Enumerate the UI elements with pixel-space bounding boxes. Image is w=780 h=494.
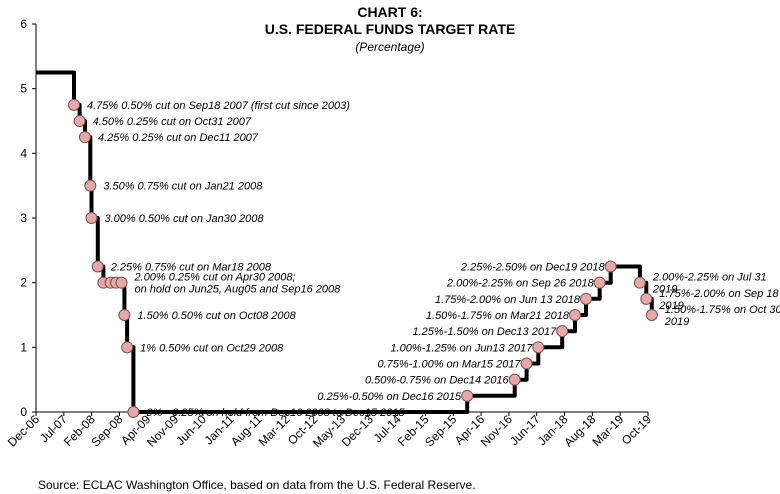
- data-label: 2019: [664, 316, 689, 328]
- data-label: 1.75%-2.00% on Jun 13 2018: [435, 294, 581, 306]
- chart-unit-note: (Percentage): [355, 40, 425, 54]
- data-label: 2.00%-2.25% on Sep 26 2018: [446, 278, 595, 290]
- data-label: on hold on Jun25, Aug05 and Sep16 2008: [135, 284, 342, 296]
- data-label: 3.50% 0.75% cut on Jan21 2008: [103, 181, 263, 193]
- data-point: [532, 341, 545, 354]
- data-point: [118, 309, 131, 321]
- data-point: [85, 212, 98, 224]
- source-note: Source: ECLAC Washington Office, based o…: [38, 478, 476, 492]
- data-point: [73, 115, 86, 127]
- data-label: 2019: [652, 284, 677, 296]
- data-label: 1.50%-1.75% on Oct 30: [665, 304, 780, 316]
- data-point: [91, 260, 104, 273]
- y-tick-label: 2: [20, 276, 27, 290]
- data-label: 1.25%-1.50% on Dec13 2017: [412, 326, 557, 338]
- data-point: [593, 276, 606, 289]
- y-tick-label: 4: [20, 146, 27, 160]
- x-tick-label: Nov-16: [478, 412, 515, 449]
- data-label: 1.50% 0.50% cut on Oct08 2008: [137, 310, 296, 322]
- data-label: 0.50%-0.75% on Dec14 2016: [365, 375, 510, 387]
- data-label: 4.50% 0.25% cut on Oct31 2007: [93, 116, 252, 128]
- data-point: [520, 357, 533, 370]
- data-point: [84, 179, 97, 192]
- x-tick-label: Sep-08: [88, 412, 125, 449]
- data-point: [569, 309, 582, 321]
- chart-title: CHART 6:: [357, 4, 423, 20]
- y-tick-label: 5: [20, 82, 27, 96]
- y-tick-label: 0: [20, 405, 27, 419]
- data-label: 4.75% 0.50% cut on Sep18 2007 (first cut…: [87, 100, 350, 112]
- x-tick-label: Oct-19: [619, 412, 655, 448]
- data-label: 4.25% 0.25% cut on Dec11 2007: [98, 132, 259, 144]
- data-label: 1.75%-2.00% on Sep 18: [659, 288, 779, 300]
- data-label: 2.00% 0.25% cut on Apr30 2008;: [134, 272, 296, 284]
- data-label: 2019: [658, 300, 683, 312]
- data-label: 0.75%-1.00% on Mar15 2017: [377, 359, 521, 371]
- data-point: [121, 341, 134, 354]
- y-tick-label: 6: [20, 17, 27, 31]
- data-label: 2.25% 0.75% cut on Mar18 2008: [110, 262, 272, 274]
- data-point: [508, 373, 521, 386]
- data-label: 1.50%-1.75% on Mar21 2018: [426, 310, 570, 322]
- data-point: [78, 131, 91, 144]
- data-point: [67, 98, 80, 111]
- data-point: [461, 389, 474, 402]
- data-point: [633, 276, 646, 289]
- data-point: [127, 406, 140, 418]
- data-point: [579, 292, 592, 305]
- data-label: 2.25%-2.50% on Dec19 2018: [460, 262, 606, 274]
- x-tick-label: Jun-17: [507, 412, 543, 448]
- data-label: 3.00% 0.50% cut on Jan30 2008: [104, 213, 264, 225]
- y-tick-label: 3: [20, 211, 27, 225]
- data-point: [115, 276, 128, 289]
- data-label: 1% 0.50% cut on Oct29 2008: [140, 342, 284, 354]
- data-point: [645, 309, 658, 321]
- data-label: 1.00%-1.25% on Jun13 2017: [390, 342, 533, 354]
- y-tick-label: 1: [20, 340, 27, 354]
- chart-subtitle: U.S. FEDERAL FUNDS TARGET RATE: [264, 21, 516, 37]
- x-tick-label: Sep-15: [422, 412, 459, 449]
- data-label: 2.00%-2.25% on Jul 31: [652, 272, 767, 284]
- data-point: [556, 325, 569, 338]
- data-label: 0.25%-0.50% on Dec16 2015: [317, 391, 462, 403]
- data-point: [640, 292, 653, 305]
- data-point: [604, 260, 617, 273]
- x-tick-label: Mar-19: [590, 412, 627, 449]
- data-label: 0% - 0.25% on hold from Dec16 2008 to De…: [146, 407, 405, 419]
